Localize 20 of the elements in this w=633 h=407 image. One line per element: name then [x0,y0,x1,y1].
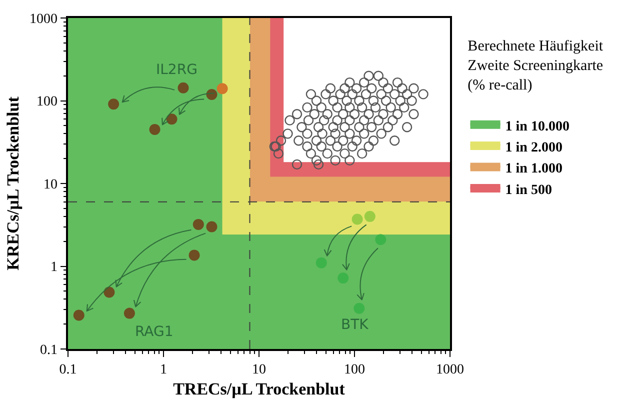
legend-label: 1 in 500 [505,182,552,198]
y-tick-label: 100 [36,94,58,110]
y-tick-label: 1 [50,260,58,276]
y-tick-label: 1000 [29,12,58,27]
y-tick-label: 0.1 [40,342,58,358]
x-tick-label: 100 [344,362,365,378]
legend-label: 1 in 1.000 [505,162,562,177]
x-tick-label: 1000 [436,362,464,378]
legend-title: Berechnete Häufigkeit Zweite Screeningkarte (% re-call) [468,38,604,94]
series-label: BTK [341,317,370,333]
legend-label: 1 in 10.000 [505,119,570,134]
legend-label: 1 in 2.000 [505,140,562,156]
y-tick-label: 10 [43,177,58,192]
x-tick-label: 1 [160,362,167,378]
y-axis-title: KRECs/µL Trockenblut [4,96,22,270]
x-tick-label: 0.1 [59,362,77,378]
x-axis-title: TRECs/µL Trockenblut [173,379,346,398]
series-label: IL2RG [156,62,198,78]
x-tick-label: 10 [252,362,266,378]
series-label: RAG1 [135,324,174,340]
